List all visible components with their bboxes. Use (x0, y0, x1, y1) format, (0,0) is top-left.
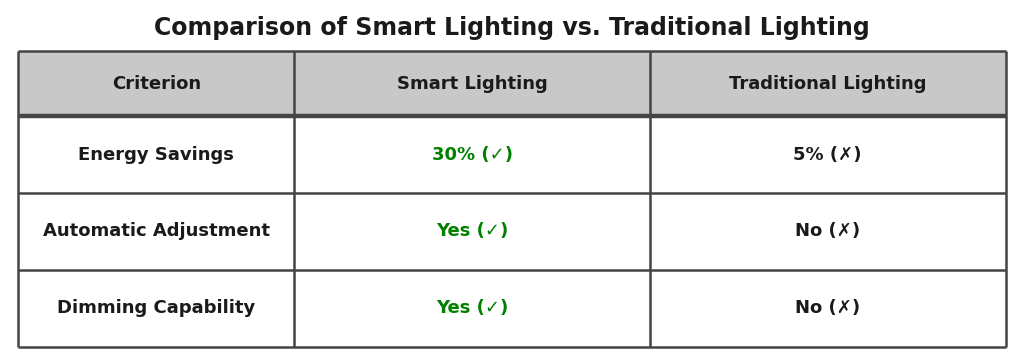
Text: Dimming Capability: Dimming Capability (57, 299, 255, 317)
Bar (650, 116, 1006, 193)
Text: Yes (✓): Yes (✓) (436, 222, 508, 240)
Text: 30% (✓): 30% (✓) (431, 145, 513, 163)
Bar (650, 193, 1006, 270)
Bar (294, 193, 650, 270)
Bar (18, 193, 294, 270)
Text: 5% (✗): 5% (✗) (794, 145, 862, 163)
Text: Traditional Lighting: Traditional Lighting (729, 75, 927, 93)
Text: Energy Savings: Energy Savings (79, 145, 234, 163)
Bar (294, 116, 650, 193)
Bar (18, 116, 294, 193)
Bar (650, 270, 1006, 347)
Text: Automatic Adjustment: Automatic Adjustment (43, 222, 269, 240)
Text: Yes (✓): Yes (✓) (436, 299, 508, 317)
Bar (18, 270, 294, 347)
Text: Comparison of Smart Lighting vs. Traditional Lighting: Comparison of Smart Lighting vs. Traditi… (155, 16, 869, 40)
Bar (650, 51, 1006, 116)
Text: No (✗): No (✗) (796, 299, 860, 317)
Text: Smart Lighting: Smart Lighting (396, 75, 548, 93)
Bar (294, 51, 650, 116)
Text: No (✗): No (✗) (796, 222, 860, 240)
Text: Criterion: Criterion (112, 75, 201, 93)
Bar (18, 51, 294, 116)
Bar (294, 270, 650, 347)
